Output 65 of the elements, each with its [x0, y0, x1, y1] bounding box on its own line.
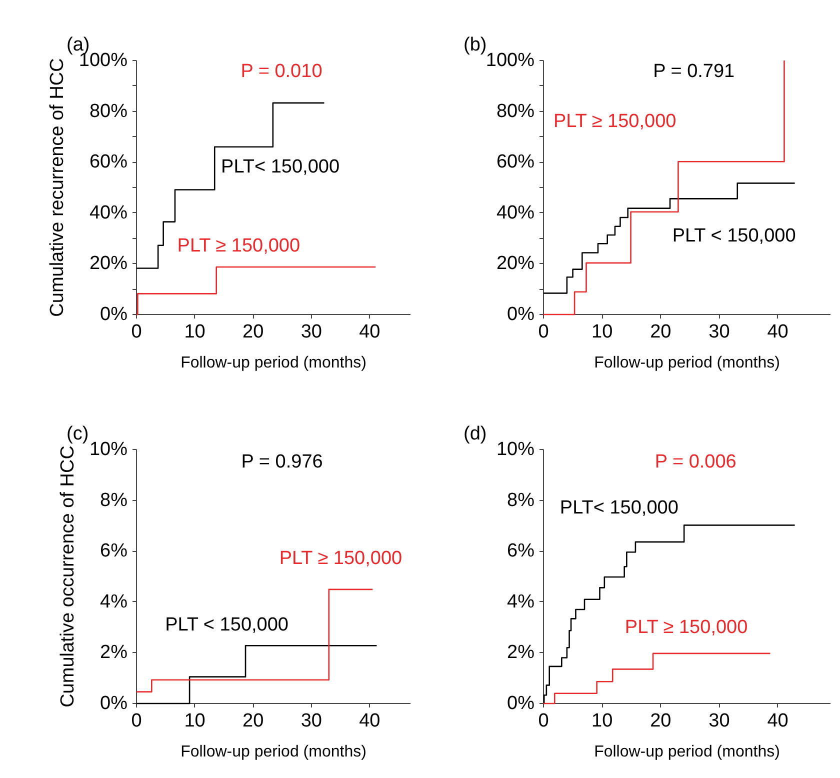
x-tick-label: 10 [184, 710, 206, 732]
x-tick-label: 40 [359, 322, 380, 342]
y-tick-label: 8% [100, 490, 128, 511]
y-tick-label: 20% [89, 253, 128, 274]
x-tick-label: 20 [242, 322, 264, 342]
y-tick-label: 0% [507, 304, 535, 325]
y-tick-label: 0% [100, 304, 128, 325]
y-tick-label: 10% [89, 439, 128, 460]
series-label: PLT< 150,000 [560, 497, 678, 518]
x-tick-label: 0 [131, 710, 142, 732]
x-axis-title: Follow-up period (months) [180, 354, 366, 372]
x-tick-label: 0 [131, 322, 142, 342]
x-tick-label: 40 [359, 710, 380, 732]
y-tick-label: 40% [89, 202, 128, 224]
y-axis-title: Cumulative occurrence of HCC [57, 446, 78, 708]
x-tick-label: 30 [708, 322, 730, 342]
y-tick-label: 0% [507, 693, 535, 714]
y-axis-title: Cumulative recurrence of HCC [46, 58, 68, 317]
x-tick-label: 10 [592, 710, 613, 732]
y-tick-label: 2% [100, 642, 128, 664]
annotation: P = 0.791 [653, 61, 735, 82]
y-tick-label: 20% [496, 253, 535, 274]
x-tick-label: 10 [592, 322, 613, 342]
chart-title: (d) [464, 424, 487, 444]
y-tick-label: 80% [496, 100, 535, 122]
annotation: P = 0.006 [654, 452, 736, 473]
series-label: PLT ≥ 150,000 [553, 110, 676, 132]
y-tick-label: 10% [496, 439, 535, 460]
x-axis-title: Follow-up period (months) [594, 354, 780, 372]
x-tick-label: 20 [650, 322, 672, 342]
x-tick-label: 40 [767, 322, 788, 342]
y-tick-label: 4% [507, 591, 535, 612]
x-axis-title: Follow-up period (months) [180, 744, 366, 760]
series-label: PLT ≥ 150,000 [177, 235, 300, 256]
y-tick-label: 0% [100, 693, 128, 714]
x-tick-label: 0 [538, 710, 549, 732]
annotation: P = 0.976 [241, 452, 323, 473]
y-tick-label: 40% [496, 202, 535, 224]
x-tick-label: 20 [242, 710, 264, 732]
y-tick-label: 100% [486, 50, 535, 71]
x-axis-title: Follow-up period (months) [594, 744, 780, 760]
chart-title: (b) [464, 34, 487, 56]
series-label: PLT < 150,000 [165, 614, 289, 636]
y-tick-label: 60% [89, 152, 128, 173]
annotation: P = 0.010 [240, 61, 322, 82]
x-tick-label: 30 [300, 710, 322, 732]
y-tick-label: 2% [507, 642, 535, 664]
series-label: PLT ≥ 150,000 [624, 616, 748, 638]
series-label: PLT ≥ 150,000 [279, 548, 402, 570]
y-tick-label: 60% [496, 152, 535, 173]
series-label: PLT< 150,000 [221, 156, 340, 178]
x-tick-label: 30 [300, 322, 322, 342]
x-tick-label: 20 [650, 710, 672, 732]
x-tick-label: 40 [767, 710, 788, 732]
x-tick-label: 0 [538, 322, 549, 342]
x-tick-label: 10 [184, 322, 206, 342]
y-tick-label: 80% [89, 100, 128, 122]
x-tick-label: 30 [708, 710, 730, 732]
chart-title: (a) [66, 34, 90, 56]
chart-title: (c) [66, 424, 89, 444]
y-tick-label: 4% [100, 591, 128, 612]
y-tick-label: 6% [507, 540, 535, 562]
y-tick-label: 8% [507, 490, 535, 511]
series-label: PLT < 150,000 [672, 225, 796, 246]
y-tick-label: 6% [100, 540, 128, 562]
